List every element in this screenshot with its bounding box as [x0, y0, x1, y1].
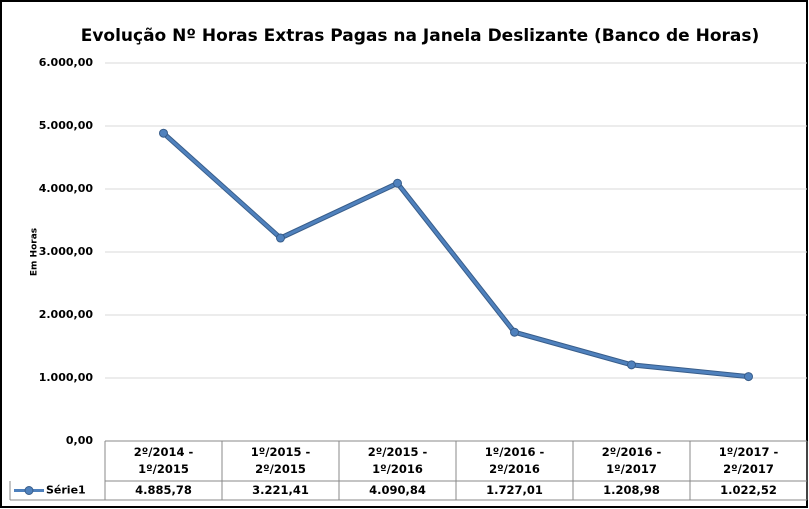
- data-table-value: 4.885,78: [105, 481, 222, 500]
- data-table-value-text: 4.885,78: [135, 483, 192, 497]
- point: [744, 372, 753, 382]
- data-table-value-text: 1.022,52: [720, 483, 777, 497]
- point: [393, 178, 402, 188]
- x-tick-label-text: 1º/2016 - 2º/2016: [484, 445, 545, 476]
- legend-marker: [24, 486, 34, 495]
- y-tick-label: 4.000,00: [39, 182, 94, 195]
- x-tick-label-text: 2º/2015 - 1º/2016: [367, 445, 428, 476]
- x-tick-label-text: 1º/2015 - 2º/2015: [250, 445, 311, 476]
- y-tick-label: 6.000,00: [39, 56, 94, 69]
- data-table-value-text: 4.090,84: [369, 483, 426, 497]
- y-axis-label: Em Horas: [30, 228, 40, 276]
- y-tick-label: 5.000,00: [39, 119, 94, 132]
- y-tick-label: 1.000,00: [39, 371, 94, 384]
- x-tick-label: 1º/2017 - 2º/2017: [690, 441, 807, 481]
- series-line: [162, 132, 749, 379]
- data-table-value-text: 3.221,41: [252, 483, 309, 497]
- point: [627, 360, 636, 370]
- x-tick-label: 2º/2015 - 1º/2016: [339, 441, 456, 481]
- y-tick-label: 3.000,00: [39, 245, 94, 258]
- data-table-value-text: 1.208,98: [603, 483, 660, 497]
- x-tick-label: 2º/2014 - 1º/2015: [105, 441, 222, 481]
- x-tick-label-text: 2º/2016 - 1º/2017: [601, 445, 662, 476]
- x-tick-label: 1º/2016 - 2º/2016: [456, 441, 573, 481]
- x-tick-label: 1º/2015 - 2º/2015: [222, 441, 339, 481]
- point: [159, 128, 168, 138]
- data-table-value: 1.727,01: [456, 481, 573, 500]
- data-table-value: 1.208,98: [573, 481, 690, 500]
- data-table-value: 3.221,41: [222, 481, 339, 500]
- legend-label: Série1: [46, 484, 86, 497]
- data-table-value-text: 1.727,01: [486, 483, 543, 497]
- data-table-value: 1.022,52: [690, 481, 807, 500]
- y-tick-label: 2.000,00: [39, 308, 94, 321]
- y-tick-label: 0,00: [66, 434, 93, 447]
- chart-title: Evolução Nº Horas Extras Pagas na Janela…: [81, 26, 760, 46]
- x-tick-label: 2º/2016 - 1º/2017: [573, 441, 690, 481]
- data-table-value: 4.090,84: [339, 481, 456, 500]
- x-tick-label-text: 1º/2017 - 2º/2017: [718, 445, 779, 476]
- point: [276, 233, 285, 243]
- x-tick-label-text: 2º/2014 - 1º/2015: [133, 445, 194, 476]
- point: [510, 327, 519, 337]
